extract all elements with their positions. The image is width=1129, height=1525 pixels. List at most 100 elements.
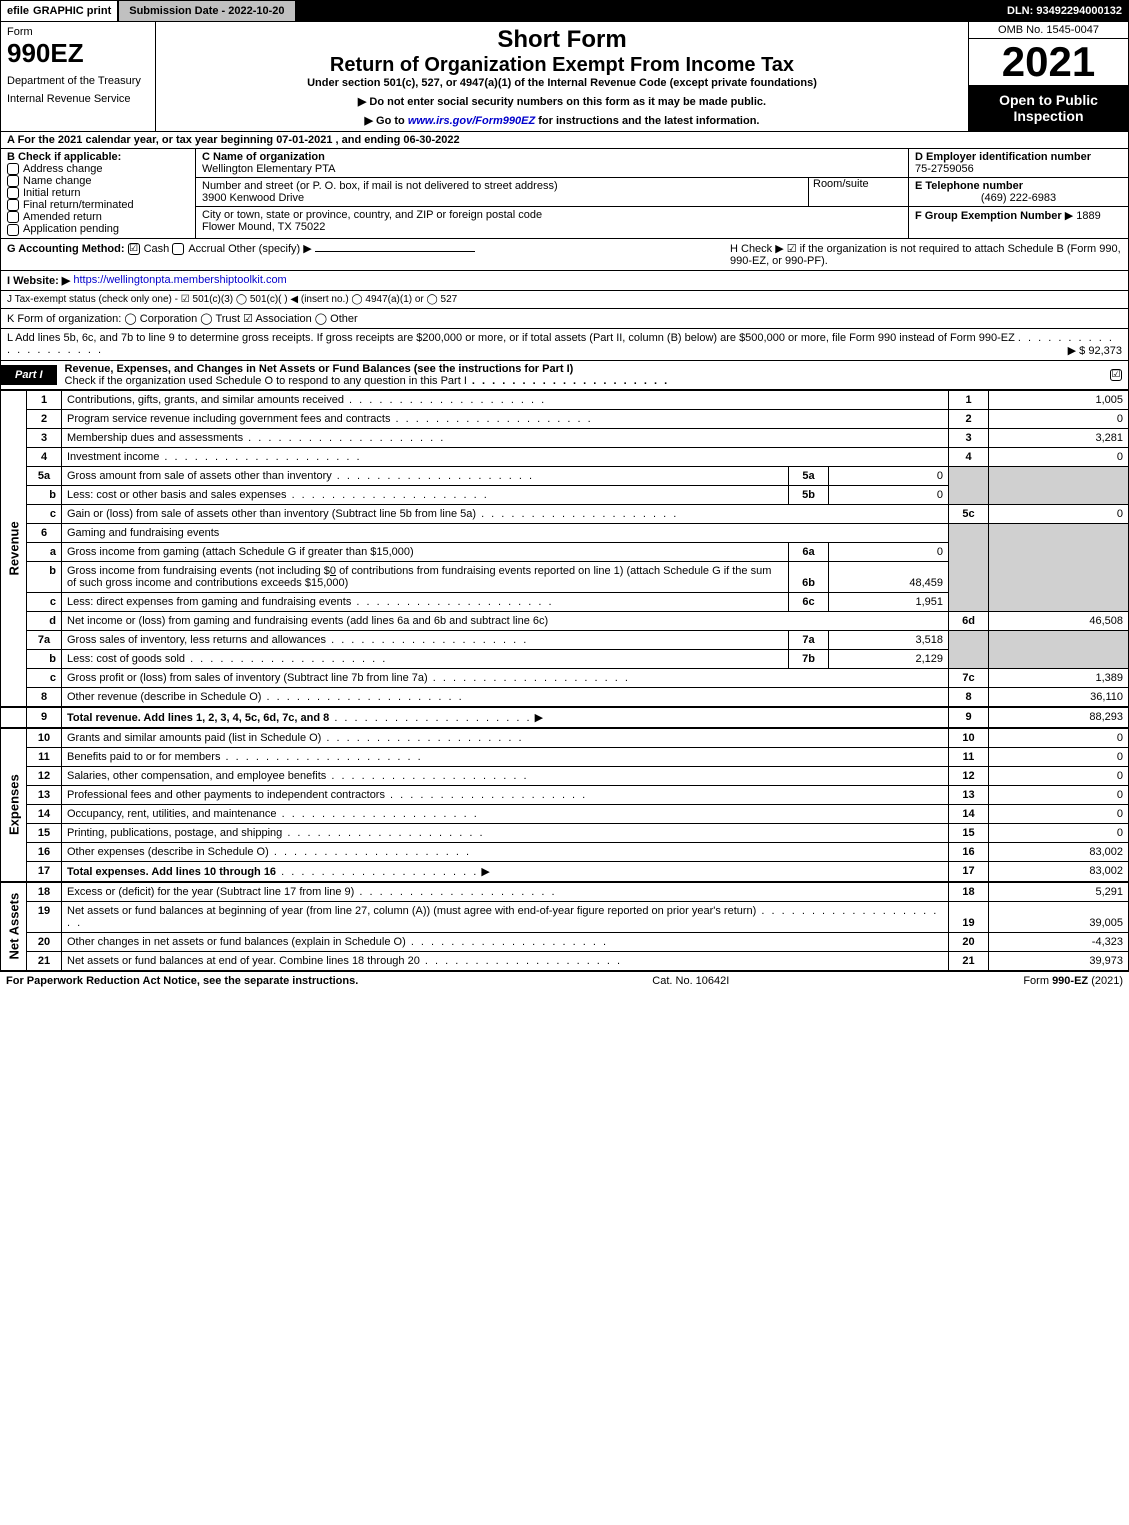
efile-print-link[interactable]: efile GRAPHIC print [1,1,117,21]
col-c: C Name of organization Wellington Elemen… [196,149,908,238]
group-row: F Group Exemption Number ▶ 1889 [909,207,1128,238]
top-bar: efile GRAPHIC print Submission Date - 20… [0,0,1129,22]
tax-year: 2021 [969,39,1128,86]
checkbox-icon[interactable] [7,224,19,236]
checkbox-icon[interactable] [7,163,19,175]
dln: DLN: 93492294000132 [1007,5,1128,17]
gray-cell [989,466,1129,504]
mid-rows: G Accounting Method: ☑Cash Accrual Other… [0,239,1129,361]
table-row: 13Professional fees and other payments t… [1,785,1129,804]
i-lbl: I Website: ▶ [7,274,70,287]
row-k: K Form of organization: ◯ Corporation ◯ … [1,309,1128,329]
expenses-label: Expenses [1,728,27,882]
city: Flower Mound, TX 75022 [202,221,325,233]
gray-cell [949,523,989,611]
irs-link[interactable]: www.irs.gov/Form990EZ [408,115,535,127]
chk-name: Name change [7,175,189,187]
table-row: 17Total expenses. Add lines 10 through 1… [1,861,1129,882]
checkbox-icon[interactable] [172,243,184,255]
table-row: Revenue 1 Contributions, gifts, grants, … [1,390,1129,409]
street-row: Number and street (or P. O. box, if mail… [196,178,908,207]
table-row: 9 Total revenue. Add lines 1, 2, 3, 4, 5… [1,707,1129,728]
efile-bold: efile [7,5,29,17]
gray-cell [949,630,989,668]
revenue-label: Revenue [1,390,27,707]
table-row: 7a Gross sales of inventory, less return… [1,630,1129,649]
checkbox-checked-icon[interactable]: ☑ [128,243,140,255]
chk-initial: Initial return [7,187,189,199]
part1-table: Revenue 1 Contributions, gifts, grants, … [0,390,1129,971]
chk-pending: Application pending [7,223,189,235]
form-header-mid: Short Form Return of Organization Exempt… [156,22,968,131]
table-row: 16Other expenses (describe in Schedule O… [1,842,1129,861]
ein: 75-2759056 [915,163,974,175]
gray-cell [949,466,989,504]
e-lbl: E Telephone number [915,180,1023,192]
dept: Department of the Treasury [7,75,149,87]
gray-cell [989,523,1129,611]
title1: Short Form [166,26,958,54]
row-l-val: ▶ $ 92,373 [1068,344,1122,357]
row-g: G Accounting Method: ☑Cash Accrual Other… [1,239,1128,271]
footer: For Paperwork Reduction Act Notice, see … [0,971,1129,990]
note2: ▶ Go to www.irs.gov/Form990EZ for instru… [166,114,958,127]
website-link[interactable]: https://wellingtonpta.membershiptoolkit.… [73,274,286,287]
col-b-label: B Check if applicable: [7,151,189,163]
dots [467,375,669,387]
table-row: 6 Gaming and fundraising events [1,523,1129,542]
table-row: c Gain or (loss) from sale of assets oth… [1,504,1129,523]
table-row: 2 Program service revenue including gove… [1,409,1129,428]
footer-left: For Paperwork Reduction Act Notice, see … [6,975,358,987]
city-row: City or town, state or province, country… [196,207,908,235]
irs: Internal Revenue Service [7,93,149,105]
room-lbl: Room/suite [813,178,869,190]
col-d: D Employer identification number 75-2759… [908,149,1128,238]
f-lbl: F Group Exemption Number [915,210,1062,222]
title2: Return of Organization Exempt From Incom… [166,54,958,77]
table-row: Expenses 10 Grants and similar amounts p… [1,728,1129,748]
form-header-left: Form 990EZ Department of the Treasury In… [1,22,156,131]
col-b: B Check if applicable: Address change Na… [1,149,196,238]
net-label: Net Assets [1,882,27,971]
chk-amended: Amended return [7,211,189,223]
phone-row: E Telephone number (469) 222-6983 [909,178,1128,207]
chk-final: Final return/terminated [7,199,189,211]
part1-title: Revenue, Expenses, and Changes in Net As… [57,361,1110,389]
checkbox-icon[interactable] [7,199,19,211]
row-j: J Tax-exempt status (check only one) - ☑… [1,291,1128,309]
form-header-right: OMB No. 1545-0047 2021 Open to Public In… [968,22,1128,131]
row-l-text: L Add lines 5b, 6c, and 7b to line 9 to … [7,332,1015,344]
table-row: d Net income or (loss) from gaming and f… [1,611,1129,630]
org-name: Wellington Elementary PTA [202,163,335,175]
chk-address: Address change [7,163,189,175]
checkbox-icon[interactable] [7,175,19,187]
street: 3900 Kenwood Drive [202,192,304,204]
row-j-text: J Tax-exempt status (check only one) - ☑… [7,294,457,305]
checkbox-icon[interactable] [7,187,19,199]
part1-header: Part I Revenue, Expenses, and Changes in… [0,361,1129,390]
checkbox-icon[interactable] [7,211,19,223]
table-row: 15Printing, publications, postage, and s… [1,823,1129,842]
other-specify-input[interactable] [315,251,475,252]
table-row: 3 Membership dues and assessments 3 3,28… [1,428,1129,447]
org-name-row: C Name of organization Wellington Elemen… [196,149,908,178]
c-name-lbl: C Name of organization [202,151,325,163]
table-row: 19Net assets or fund balances at beginni… [1,901,1129,932]
form-number: 990EZ [7,38,149,69]
part1-label: Part I [1,365,57,385]
group-num: ▶ 1889 [1065,210,1101,222]
ein-row: D Employer identification number 75-2759… [909,149,1128,178]
header-block: B Check if applicable: Address change Na… [0,149,1129,239]
table-row: Net Assets 18 Excess or (deficit) for th… [1,882,1129,902]
table-row: 21Net assets or fund balances at end of … [1,951,1129,970]
form-label: Form [7,26,149,38]
row-i: I Website: ▶ https://wellingtonpta.membe… [1,271,1128,291]
form-header: Form 990EZ Department of the Treasury In… [0,22,1129,132]
table-row: 4 Investment income 4 0 [1,447,1129,466]
checkbox-checked-icon[interactable]: ☑ [1110,369,1122,381]
table-row: 8 Other revenue (describe in Schedule O)… [1,687,1129,707]
note1: ▶ Do not enter social security numbers o… [166,95,958,108]
omb: OMB No. 1545-0047 [969,22,1128,39]
phone: (469) 222-6983 [915,192,1122,204]
city-lbl: City or town, state or province, country… [202,209,542,221]
